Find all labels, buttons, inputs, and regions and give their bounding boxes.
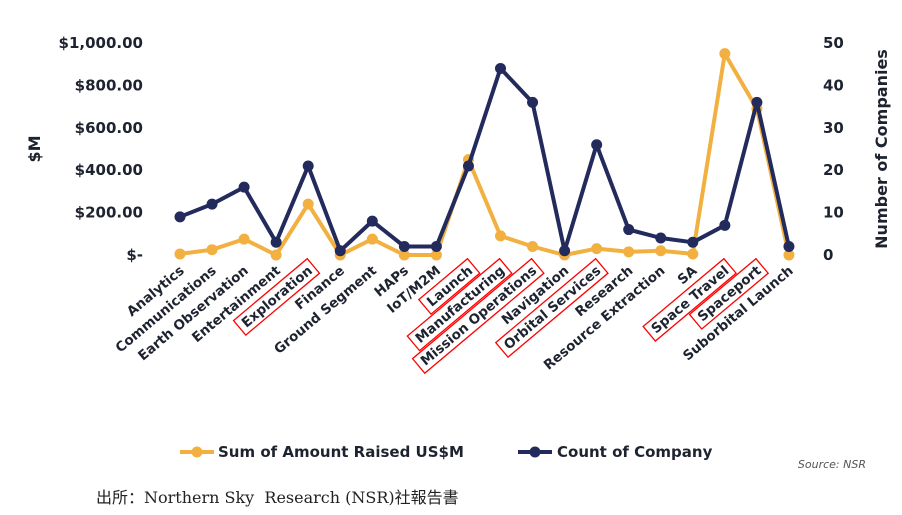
data-point-sum-of-amount-raised-us-m-exploration	[302, 198, 314, 210]
source-note: Source: NSR	[798, 458, 866, 471]
highlight-box-launch	[417, 257, 481, 316]
series-count-of-company	[174, 62, 795, 257]
dual-axis-line-chart: $-$200.00$400.00$600.00$800.00$1,000.00 …	[25, 34, 891, 471]
data-point-sum-of-amount-raised-us-m-ground-segment	[366, 233, 378, 245]
data-point-count-of-company-communications	[206, 198, 218, 210]
left-tick-label: $400.00	[75, 161, 143, 179]
data-point-count-of-company-earth-observation	[238, 181, 250, 193]
data-point-count-of-company-launch	[462, 160, 474, 172]
highlight-box-spaceport	[688, 257, 770, 330]
data-point-sum-of-amount-raised-us-m-space-travel	[719, 48, 731, 60]
data-point-sum-of-amount-raised-us-m-communications	[206, 244, 218, 256]
data-point-count-of-company-sa	[687, 236, 699, 248]
data-point-count-of-company-iot-m2m	[430, 241, 442, 253]
data-point-count-of-company-analytics	[174, 211, 186, 223]
data-point-count-of-company-finance	[334, 245, 346, 257]
right-axis-ticks: 0 10 20 30 40 50	[823, 34, 844, 264]
legend: Sum of Amount Raised US$M Count of Compa…	[180, 443, 713, 461]
right-tick-label: 10	[823, 204, 844, 222]
legend-label-amount: Sum of Amount Raised US$M	[218, 443, 464, 461]
data-point-sum-of-amount-raised-us-m-earth-observation	[238, 233, 250, 245]
category-highlights	[232, 257, 770, 375]
data-point-count-of-company-haps	[398, 241, 410, 253]
data-point-count-of-company-space-travel	[719, 219, 731, 231]
data-point-sum-of-amount-raised-us-m-resource-extraction	[655, 245, 667, 257]
right-tick-label: 0	[823, 246, 833, 264]
data-point-count-of-company-suborbital-launch	[783, 241, 795, 253]
right-tick-label: 40	[823, 76, 844, 94]
series-sum-of-amount-raised-us-m	[174, 48, 795, 261]
highlight-box-space-travel	[642, 257, 738, 342]
data-point-sum-of-amount-raised-us-m-analytics	[174, 248, 186, 260]
data-point-sum-of-amount-raised-us-m-research	[623, 246, 635, 258]
data-point-count-of-company-manufacturing	[495, 62, 506, 74]
highlight-box-manufacturing	[406, 257, 513, 352]
data-point-count-of-company-resource-extraction	[655, 232, 667, 244]
data-point-count-of-company-spaceport	[751, 96, 763, 108]
data-point-count-of-company-research	[623, 224, 635, 236]
data-point-sum-of-amount-raised-us-m-entertainment	[270, 249, 282, 261]
right-axis-title: Number of Companies	[872, 49, 891, 249]
left-axis-ticks: $- $200.00 $400.00 $600.00 $800.00 $1,000.00	[59, 34, 143, 264]
data-point-count-of-company-mission-operations	[527, 96, 539, 108]
data-point-sum-of-amount-raised-us-m-orbital-services	[591, 243, 603, 255]
data-point-count-of-company-navigation	[559, 245, 571, 257]
data-point-sum-of-amount-raised-us-m-haps	[398, 249, 410, 261]
legend-label-count: Count of Company	[557, 443, 713, 461]
left-axis-title: $M	[25, 135, 44, 162]
data-point-count-of-company-entertainment	[270, 236, 282, 248]
legend-dot-count	[529, 446, 541, 458]
data-point-count-of-company-exploration	[302, 160, 314, 172]
left-tick-label: $1,000.00	[59, 34, 143, 52]
right-tick-label: 50	[823, 34, 844, 52]
left-tick-label: $-	[126, 246, 143, 264]
figure-caption: 出所：Northern Sky Research (NSR)社報告書	[96, 488, 459, 507]
data-point-sum-of-amount-raised-us-m-manufacturing	[495, 230, 506, 242]
series-line-sum-of-amount-raised-us-m	[178, 51, 791, 257]
highlight-box-exploration	[232, 257, 321, 337]
right-tick-label: 20	[823, 161, 844, 179]
highlight-box-orbital-services	[494, 257, 609, 359]
data-point-count-of-company-ground-segment	[366, 215, 378, 227]
left-tick-label: $800.00	[75, 76, 143, 94]
right-tick-label: 30	[823, 119, 844, 137]
left-tick-label: $600.00	[75, 119, 143, 137]
series-lines	[174, 48, 795, 261]
data-point-sum-of-amount-raised-us-m-mission-operations	[527, 241, 539, 253]
data-point-sum-of-amount-raised-us-m-sa	[687, 248, 699, 260]
legend-dot-amount	[191, 446, 203, 458]
data-point-count-of-company-orbital-services	[591, 139, 603, 151]
data-point-sum-of-amount-raised-us-m-suborbital-launch	[783, 249, 795, 261]
highlight-box-mission-operations	[411, 257, 545, 375]
left-tick-label: $200.00	[75, 204, 143, 222]
data-point-sum-of-amount-raised-us-m-iot-m2m	[430, 249, 442, 261]
